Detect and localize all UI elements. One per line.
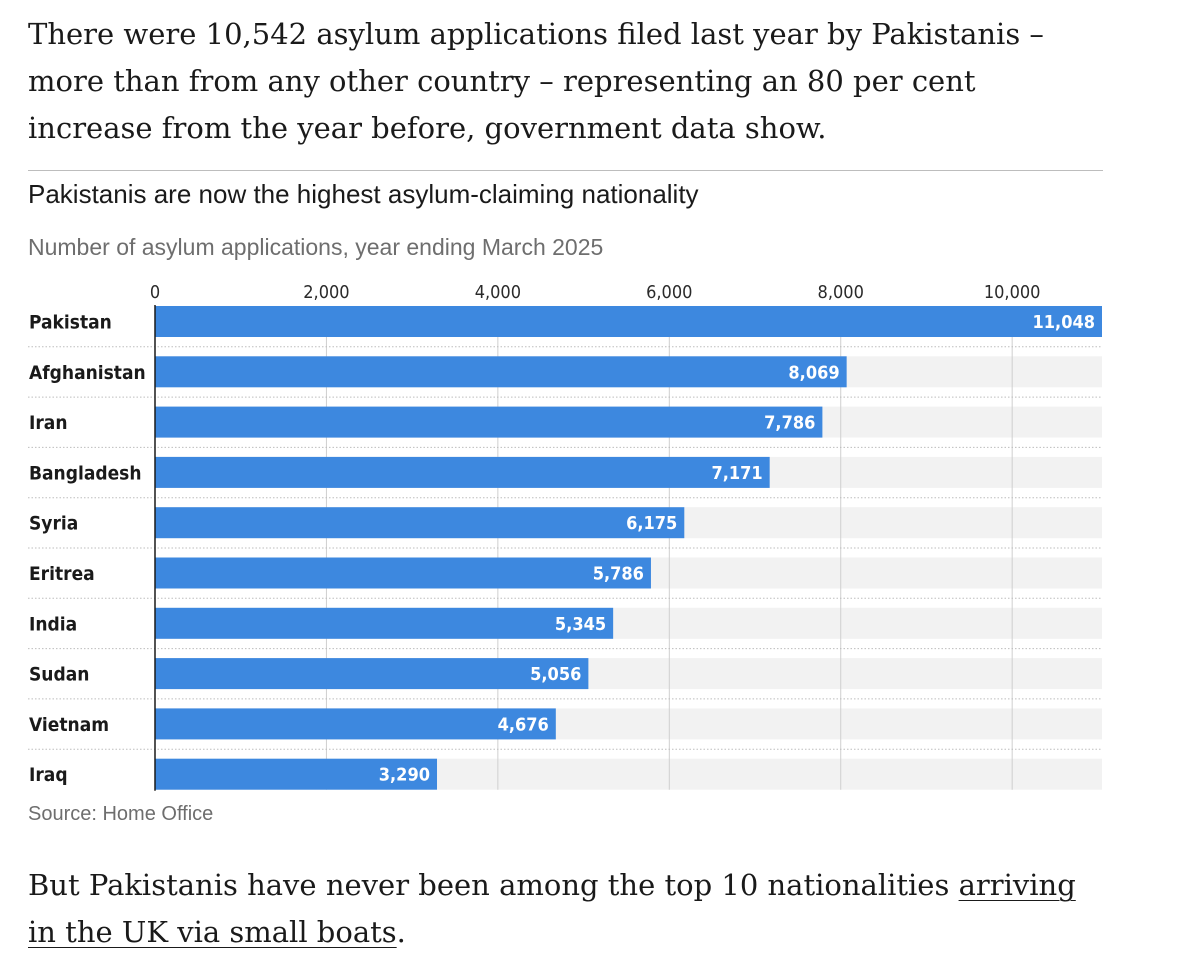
bar bbox=[155, 557, 651, 589]
x-tick-label: 0 bbox=[150, 282, 160, 303]
category-label: Vietnam bbox=[29, 714, 109, 736]
value-labels: 11,048 8,069 7,786 7,171 6,175 5,786 5,345 5,05… bbox=[379, 312, 1095, 786]
value-label: 5,786 bbox=[593, 564, 644, 585]
chart-title: Pakistanis are now the highest asylum-cl… bbox=[28, 179, 699, 209]
bars bbox=[155, 306, 1102, 790]
category-labels: Pakistan Afghanistan Iran Bangladesh Syria Er… bbox=[29, 312, 146, 787]
value-label: 11,048 bbox=[1033, 312, 1096, 333]
chart-source: Source: Home Office bbox=[28, 803, 214, 825]
category-label: Iraq bbox=[29, 764, 68, 786]
value-label: 6,175 bbox=[626, 513, 677, 534]
outro-paragraph: But Pakistanis have never been among the… bbox=[28, 862, 1098, 956]
category-label: Afghanistan bbox=[29, 362, 146, 384]
category-label: Iran bbox=[29, 412, 68, 434]
value-label: 4,676 bbox=[498, 714, 549, 735]
value-label: 5,056 bbox=[530, 664, 581, 685]
chart-subtitle: Number of asylum applications, year endi… bbox=[28, 234, 604, 260]
bar bbox=[155, 658, 589, 690]
outro-text: But Pakistanis have never been among the… bbox=[28, 868, 959, 902]
small-boats-link[interactable]: arriving in the UK via small boats bbox=[28, 868, 1076, 949]
category-label: Sudan bbox=[29, 664, 89, 686]
bar bbox=[155, 456, 770, 488]
intro-paragraph: There were 10,542 asylum applications fi… bbox=[28, 17, 1044, 145]
bar bbox=[155, 758, 438, 790]
tick-labels: 0 2,000 4,000 6,000 8,000 10,000 bbox=[150, 282, 1041, 303]
category-label: India bbox=[29, 613, 77, 635]
value-label: 5,345 bbox=[555, 614, 606, 635]
value-label: 8,069 bbox=[788, 362, 839, 383]
value-label: 7,171 bbox=[711, 463, 762, 484]
bar bbox=[155, 507, 685, 539]
bar bbox=[155, 306, 1102, 337]
category-label: Pakistan bbox=[29, 312, 112, 334]
category-label: Bangladesh bbox=[29, 462, 142, 484]
bar bbox=[155, 406, 823, 438]
bar bbox=[155, 356, 847, 388]
outro-period: . bbox=[396, 915, 406, 949]
value-label: 7,786 bbox=[764, 413, 815, 434]
x-tick-label: 10,000 bbox=[984, 282, 1041, 303]
chart-top-rule bbox=[28, 170, 1103, 171]
row-separators bbox=[28, 346, 1102, 750]
category-label: Syria bbox=[29, 513, 78, 535]
bar bbox=[155, 607, 614, 639]
category-label: Eritrea bbox=[29, 563, 95, 585]
value-label: 3,290 bbox=[379, 765, 430, 786]
x-tick-label: 4,000 bbox=[475, 282, 521, 303]
bar bbox=[155, 708, 556, 740]
x-tick-label: 2,000 bbox=[303, 282, 349, 303]
x-tick-label: 8,000 bbox=[818, 282, 864, 303]
x-tick-label: 6,000 bbox=[646, 282, 692, 303]
